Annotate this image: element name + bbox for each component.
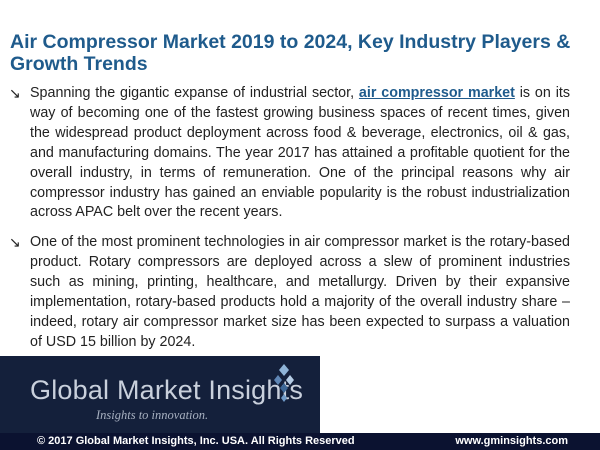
- arrow-down-right-icon: ↘: [9, 234, 21, 250]
- arrow-down-right-icon: ↘: [9, 85, 21, 101]
- company-tagline: Insights to innovation.: [96, 408, 209, 422]
- page-title: Air Compressor Market 2019 to 2024, Key …: [10, 31, 571, 75]
- copyright-text: © 2017 Global Market Insights, Inc. USA.…: [37, 435, 355, 447]
- company-logo-name: Global Market Insights: [30, 375, 304, 405]
- logo-panel: [0, 356, 320, 433]
- air-compressor-market-link[interactable]: air compressor market: [358, 85, 515, 101]
- diamond-dots-logo-icon: [274, 364, 294, 402]
- paragraph-text: is on its way of becoming one of the fas…: [30, 85, 570, 221]
- website-link[interactable]: www.gminsights.com: [455, 435, 568, 447]
- bullet-paragraph: ↘ One of the most prominent technologies…: [9, 233, 570, 352]
- bullet-paragraph: ↘ Spanning the gigantic expanse of indus…: [9, 84, 570, 223]
- footer-bar: [0, 433, 600, 450]
- paragraph-text: One of the most prominent technologies i…: [30, 234, 570, 350]
- paragraph-text: Spanning the gigantic expanse of industr…: [30, 85, 359, 101]
